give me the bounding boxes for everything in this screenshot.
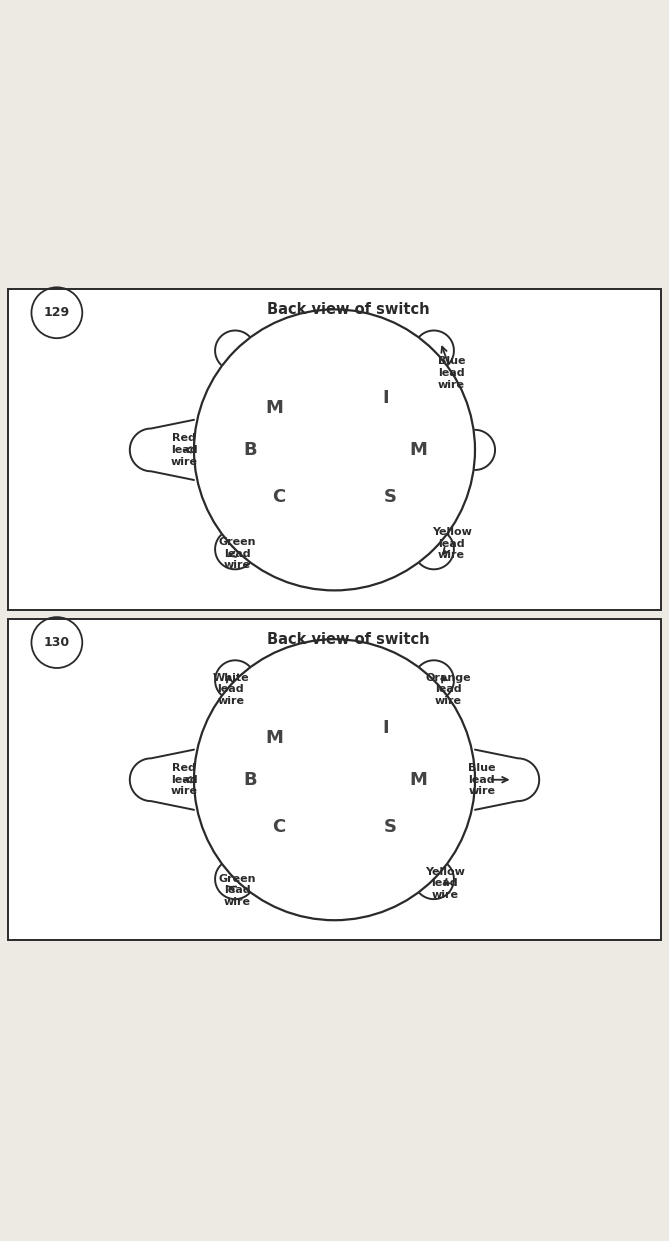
Text: Red
lead
wire: Red lead wire: [171, 763, 197, 797]
Text: Green
lead
wire: Green lead wire: [219, 537, 256, 570]
Text: S: S: [384, 818, 397, 835]
Text: Back view of switch: Back view of switch: [266, 302, 429, 316]
Text: B: B: [244, 771, 257, 789]
Text: C: C: [272, 818, 285, 835]
Text: M: M: [266, 400, 284, 417]
Text: M: M: [266, 728, 284, 747]
Text: Yellow
lead
wire: Yellow lead wire: [425, 866, 465, 900]
Text: 129: 129: [43, 307, 70, 319]
Text: 130: 130: [43, 637, 70, 649]
Text: M: M: [410, 771, 427, 789]
FancyBboxPatch shape: [8, 289, 661, 611]
Text: Blue
lead
wire: Blue lead wire: [438, 356, 466, 390]
Text: Back view of switch: Back view of switch: [266, 632, 429, 647]
Text: Green
lead
wire: Green lead wire: [219, 874, 256, 907]
Text: Yellow
lead
wire: Yellow lead wire: [432, 527, 472, 560]
Text: Orange
lead
wire: Orange lead wire: [425, 673, 471, 706]
Text: S: S: [384, 488, 397, 506]
Text: M: M: [410, 441, 427, 459]
Text: Blue
lead
wire: Blue lead wire: [468, 763, 496, 797]
Text: White
lead
wire: White lead wire: [213, 673, 249, 706]
Text: B: B: [244, 441, 257, 459]
Text: I: I: [383, 719, 389, 737]
Text: Red
lead
wire: Red lead wire: [171, 433, 197, 467]
Text: C: C: [272, 488, 285, 506]
FancyBboxPatch shape: [8, 619, 661, 941]
Text: I: I: [383, 390, 389, 407]
